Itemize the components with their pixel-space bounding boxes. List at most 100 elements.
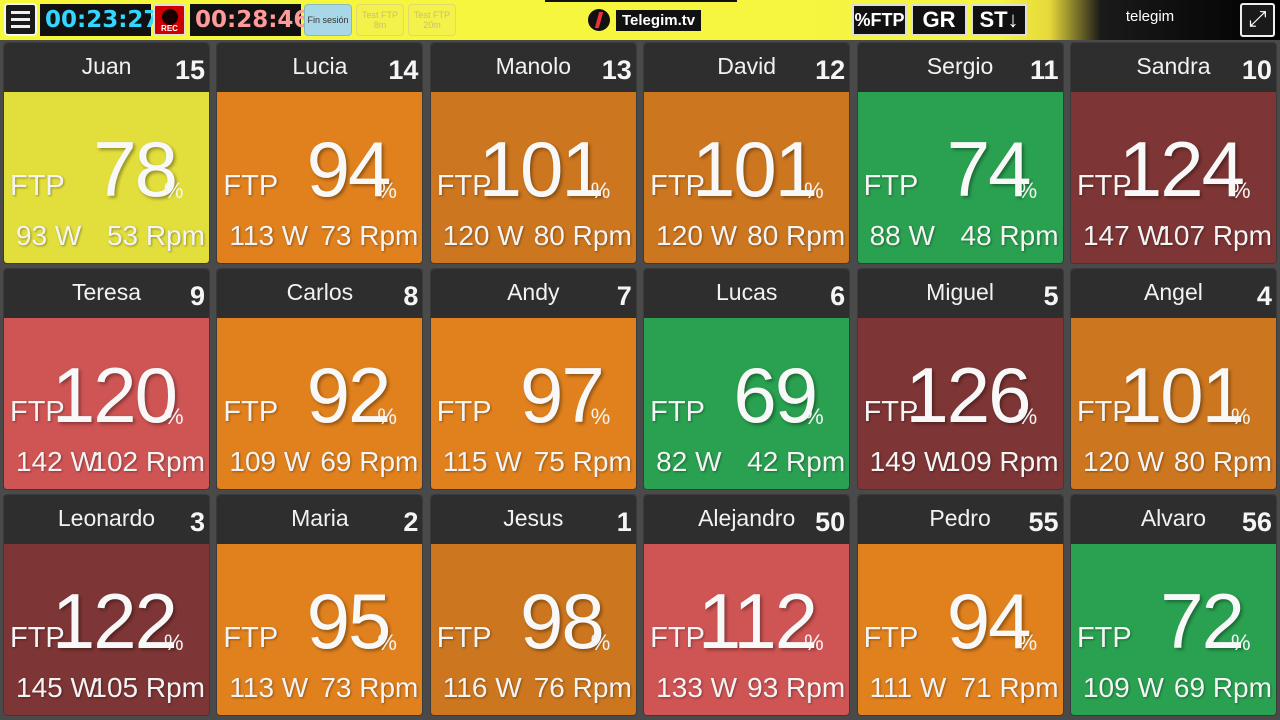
rider-name: Lucas (715, 279, 778, 305)
test-ftp-20m-button[interactable]: Test FTP 20m (408, 4, 456, 36)
record-icon (162, 9, 178, 25)
rider-header: Manolo 13 (430, 43, 636, 92)
percent-sign: % (804, 404, 824, 429)
percent-sign: % (1230, 404, 1251, 429)
cadence-rpm: 69 Rpm (1173, 672, 1272, 703)
rider-tile[interactable]: Alvaro 56 FTP 72 % 109 W 69 Rpm (1070, 495, 1276, 715)
rider-name: Lucia (292, 53, 348, 79)
rider-header: Pedro 55 (857, 495, 1063, 544)
elapsed-timer: 00:23:27 (40, 4, 159, 36)
ftp-label: FTP (863, 170, 919, 202)
rider-bike-number: 12 (815, 55, 846, 85)
rider-bike-number: 1 (616, 507, 632, 537)
ftp-label: FTP (650, 622, 705, 654)
rider-tile[interactable]: Sergio 11 FTP 74 % 88 W 48 Rpm (857, 43, 1063, 263)
ftp-percent-value: 101 (692, 125, 818, 213)
rider-header: Alejandro 50 (644, 495, 850, 544)
ftp-percent-value: 78 (93, 125, 178, 213)
ftp-percent-value: 124 (1118, 125, 1245, 213)
power-watts: 120 W (1082, 446, 1164, 477)
ftp-label: FTP (650, 170, 705, 202)
rider-name: Pedro (929, 505, 991, 531)
power-watts: 109 W (229, 446, 311, 477)
rider-stats: FTP 120 % 142 W 102 Rpm (4, 318, 209, 489)
brand-name: Telegim.tv (616, 9, 702, 31)
percent-sign: % (164, 404, 184, 429)
ftp-percent-value: 120 (51, 351, 178, 439)
rider-header: Maria 2 (217, 495, 423, 544)
rider-header: David 12 (644, 43, 850, 92)
rider-bike-number: 11 (1030, 55, 1059, 85)
cadence-rpm: 109 Rpm (944, 446, 1059, 477)
cadence-rpm: 71 Rpm (960, 672, 1059, 703)
rider-tile[interactable]: Leonardo 3 FTP 122 % 145 W 105 Rpm (4, 495, 209, 715)
rider-stats: FTP 94 % 113 W 73 Rpm (217, 92, 422, 263)
rider-bike-number: 13 (601, 55, 632, 85)
rider-stats: FTP 112 % 133 W 93 Rpm (644, 544, 849, 715)
rider-tile[interactable]: David 12 FTP 101 % 120 W 80 Rpm (644, 43, 850, 263)
ftp-percent-value: 126 (905, 351, 1031, 439)
power-watts: 147 W (1082, 220, 1164, 251)
cadence-rpm: 102 Rpm (91, 446, 205, 477)
graph-view-button[interactable]: GR (911, 4, 967, 36)
rider-tile[interactable]: Pedro 55 FTP 94 % 111 W 71 Rpm (857, 495, 1063, 715)
percent-sign: % (590, 178, 611, 203)
rider-header: Lucia 14 (217, 43, 423, 92)
user-name: telegim (1125, 8, 1175, 25)
brand-logo-group: Telegim.tv (588, 8, 702, 32)
percent-sign: % (1230, 630, 1251, 655)
cadence-rpm: 75 Rpm (533, 446, 632, 477)
ftp-label: FTP (223, 622, 279, 654)
rider-stats: FTP 97 % 115 W 75 Rpm (431, 318, 636, 489)
rider-stats: FTP 92 % 109 W 69 Rpm (217, 318, 422, 489)
cadence-rpm: 105 Rpm (91, 672, 205, 703)
rider-tile[interactable]: Teresa 9 FTP 120 % 142 W 102 Rpm (4, 269, 209, 489)
rider-bike-number: 10 (1241, 55, 1272, 85)
ftp-label: FTP (223, 170, 279, 202)
rider-tile[interactable]: Carlos 8 FTP 92 % 109 W 69 Rpm (217, 269, 423, 489)
cadence-rpm: 73 Rpm (320, 672, 419, 703)
cadence-rpm: 53 Rpm (106, 220, 205, 251)
rider-stats: FTP 126 % 149 W 109 Rpm (858, 318, 1063, 489)
rider-bike-number: 7 (616, 281, 632, 311)
rider-name: Maria (291, 505, 349, 531)
cadence-rpm: 80 Rpm (533, 220, 632, 251)
rider-tile[interactable]: Miguel 5 FTP 126 % 149 W 109 Rpm (857, 269, 1063, 489)
remaining-timer: 00:28:46 (190, 4, 309, 36)
rider-tile[interactable]: Sandra 10 FTP 124 % 147 W 107 Rpm (1070, 43, 1276, 263)
percent-sign: % (377, 630, 397, 655)
record-label: REC (161, 24, 178, 33)
test-ftp-8m-button[interactable]: Test FTP 8m (356, 4, 404, 36)
rider-tile[interactable]: Manolo 13 FTP 101 % 120 W 80 Rpm (430, 43, 636, 263)
rider-tile[interactable]: Andy 7 FTP 97 % 115 W 75 Rpm (430, 269, 636, 489)
rider-tile[interactable]: Angel 4 FTP 101 % 120 W 80 Rpm (1070, 269, 1276, 489)
rider-name: Sergio (926, 53, 994, 79)
menu-icon[interactable] (4, 3, 37, 36)
rider-bike-number: 56 (1241, 507, 1272, 537)
percent-sign: % (1230, 178, 1251, 203)
rider-grid: Juan 15 FTP 78 % 93 W 53 Rpm Lucia 14 FT… (4, 43, 1276, 715)
rider-tile[interactable]: Alejandro 50 FTP 112 % 133 W 93 Rpm (644, 495, 850, 715)
record-button[interactable]: REC (153, 4, 186, 36)
power-watts: 93 W (16, 220, 82, 251)
ftp-label: FTP (1076, 396, 1132, 428)
sort-button[interactable]: ST↓ (971, 4, 1027, 36)
rider-name: Alejandro (698, 505, 796, 531)
rider-tile[interactable]: Juan 15 FTP 78 % 93 W 53 Rpm (4, 43, 209, 263)
ftp-percent-value: 69 (733, 351, 818, 439)
rider-bike-number: 55 (1028, 507, 1059, 537)
ftp-view-button[interactable]: %FTP (852, 4, 907, 36)
rider-tile[interactable]: Lucas 6 FTP 69 % 82 W 42 Rpm (644, 269, 850, 489)
rider-stats: FTP 72 % 109 W 69 Rpm (1071, 544, 1276, 715)
power-watts: 88 W (869, 220, 935, 251)
ftp-label: FTP (1076, 170, 1132, 202)
rider-tile[interactable]: Lucia 14 FTP 94 % 113 W 73 Rpm (217, 43, 423, 263)
percent-sign: % (1017, 404, 1038, 429)
rider-tile[interactable]: Jesus 1 FTP 98 % 116 W 76 Rpm (430, 495, 636, 715)
end-session-button[interactable]: Fin sesión (304, 4, 352, 36)
rider-name: Andy (507, 279, 560, 305)
fullscreen-icon[interactable]: ⤢ (1240, 3, 1275, 37)
ftp-label: FTP (650, 396, 705, 428)
rider-bike-number: 50 (815, 507, 846, 537)
rider-tile[interactable]: Maria 2 FTP 95 % 113 W 73 Rpm (217, 495, 423, 715)
